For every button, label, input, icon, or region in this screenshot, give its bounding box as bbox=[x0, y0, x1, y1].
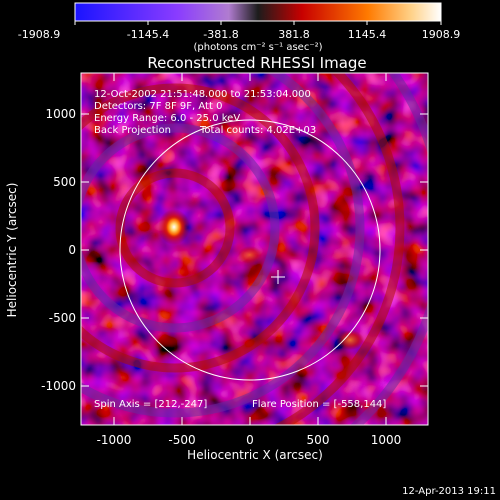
method-annotation: Back Projection bbox=[94, 125, 171, 136]
rhessi-image bbox=[81, 73, 428, 425]
energy-annotation: Energy Range: 6.0 - 25.0 keV bbox=[94, 113, 240, 124]
y-tick-label: 0 bbox=[68, 243, 76, 257]
detectors-annotation: Detectors: 7F 8F 9F, Att 0 bbox=[94, 101, 222, 112]
x-tick-label: -500 bbox=[168, 433, 195, 447]
colorbar-tick: 1145.4 bbox=[348, 28, 387, 41]
flare-position-annotation: Flare Position = [-558,144] bbox=[252, 399, 386, 410]
flare-source bbox=[165, 216, 183, 238]
y-axis-label: Heliocentric Y (arcsec) bbox=[5, 183, 19, 318]
spin-axis-marker bbox=[271, 270, 285, 284]
colorbar-tick: -1908.9 bbox=[18, 28, 60, 41]
x-axis-label: Heliocentric X (arcsec) bbox=[187, 448, 323, 462]
spin-axis-annotation: Spin Axis = [212,-247] bbox=[94, 399, 207, 410]
x-tick-label: -1000 bbox=[97, 433, 132, 447]
counts-annotation: Total counts: 4.02E+03 bbox=[199, 125, 316, 136]
plot-frame bbox=[80, 72, 429, 426]
time-range-annotation: 12-Oct-2002 21:51:48.000 to 21:53:04.000 bbox=[94, 89, 311, 100]
solar-limb-circle bbox=[119, 119, 381, 381]
x-tick-label: 1000 bbox=[371, 433, 402, 447]
y-tick-label: 1000 bbox=[45, 107, 76, 121]
x-tick-label: 500 bbox=[307, 433, 330, 447]
plot-title: Reconstructed RHESSI Image bbox=[147, 54, 366, 72]
x-tick-label: 0 bbox=[246, 433, 254, 447]
colorbar-tick: -381.8 bbox=[203, 28, 238, 41]
colorbar-tick: 1908.9 bbox=[422, 28, 461, 41]
colorbar bbox=[74, 2, 442, 22]
y-tick-label: -500 bbox=[49, 311, 76, 325]
colorbar-unit-label: (photons cm⁻² s⁻¹ asec⁻²) bbox=[193, 42, 322, 53]
colorbar-tick: 381.8 bbox=[278, 28, 310, 41]
y-tick-label: 500 bbox=[53, 175, 76, 189]
y-tick-label: -1000 bbox=[41, 379, 76, 393]
footer-timestamp: 12-Apr-2013 19:11 bbox=[402, 486, 496, 497]
colorbar-tick: -1145.4 bbox=[127, 28, 169, 41]
